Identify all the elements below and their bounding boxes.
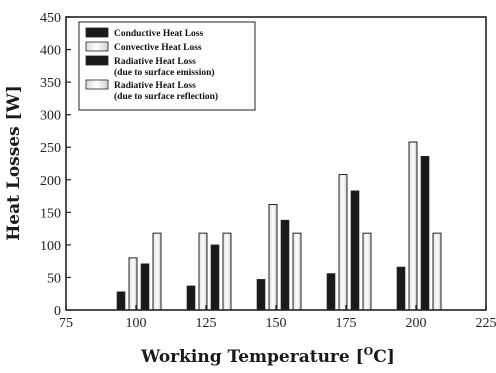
y-tick-label-400: 400 (40, 44, 61, 59)
y-tick-label-250: 250 (40, 141, 61, 156)
x-tick-label-100: 100 (126, 316, 147, 331)
y-tick-label-200: 200 (40, 174, 61, 189)
legend-swatch-3 (85, 55, 109, 66)
legend-label-4: Radiative Heat Loss (114, 81, 196, 91)
x-tick-label-75: 75 (59, 316, 73, 331)
bar-series-1-150 (256, 279, 266, 311)
legend-label-3-line2: (due to surface emission) (114, 67, 215, 78)
legend-label-4-line2: (due to surface reflection) (114, 91, 218, 102)
bar-series-1-200 (396, 266, 406, 311)
bar-series-3-175 (350, 190, 360, 311)
legend-swatch-2 (85, 41, 109, 52)
bar-series-1-100 (116, 291, 126, 311)
y-axis: 0 50 100 150 200 250 300 350 400 450 (40, 11, 71, 319)
bar-series-4-125 (222, 232, 232, 311)
y-tick-label-0: 0 (54, 304, 61, 319)
legend-swatch-4 (85, 79, 109, 90)
y-tick-label-300: 300 (40, 109, 61, 124)
y-tick-label-100: 100 (40, 239, 61, 254)
x-tick-label-225: 225 (476, 316, 496, 331)
x-axis-title-superscript: O (364, 345, 374, 358)
legend-label-1: Conductive Heat Loss (114, 29, 204, 39)
bar-series-4-200 (432, 232, 442, 311)
bar-series-4-175 (362, 232, 372, 311)
bar-series-3-200 (420, 156, 430, 311)
bar-series-4-100 (152, 232, 162, 311)
x-tick-label-125: 125 (196, 316, 217, 331)
bar-series-2-150 (268, 204, 278, 311)
bar-series-3-150 (280, 219, 290, 311)
x-tick-label-150: 150 (266, 316, 287, 331)
y-tick-label-450: 450 (40, 11, 61, 26)
bar-series-1-125 (186, 285, 196, 311)
x-tick-label-175: 175 (336, 316, 357, 331)
bar-series-2-200 (408, 141, 418, 311)
x-tick-label-200: 200 (406, 316, 427, 331)
bar-series-2-100 (128, 257, 138, 311)
legend-swatch-1 (85, 27, 109, 38)
legend-label-3: Radiative Heat Loss (114, 57, 196, 67)
bar-series-2-125 (198, 232, 208, 311)
bar-series-2-175 (338, 174, 348, 311)
legend: Conductive Heat Loss Convective Heat Loss… (78, 21, 256, 111)
legend-label-2: Convective Heat Loss (114, 43, 202, 53)
bar-series-1-175 (326, 273, 336, 311)
y-axis-title: Heat Losses [W] (4, 85, 24, 241)
bar-series-3-100 (140, 263, 150, 311)
bar-series-4-150 (292, 232, 302, 311)
y-tick-label-350: 350 (40, 76, 61, 91)
x-axis-title: Working Temperature [OC] (140, 345, 395, 367)
bars-layer (116, 141, 442, 311)
y-tick-label-150: 150 (40, 206, 61, 221)
y-tick-label-50: 50 (47, 271, 61, 286)
bar-series-3-125 (210, 244, 220, 311)
x-axis: 75 100 125 150 175 200 225 (59, 305, 496, 331)
